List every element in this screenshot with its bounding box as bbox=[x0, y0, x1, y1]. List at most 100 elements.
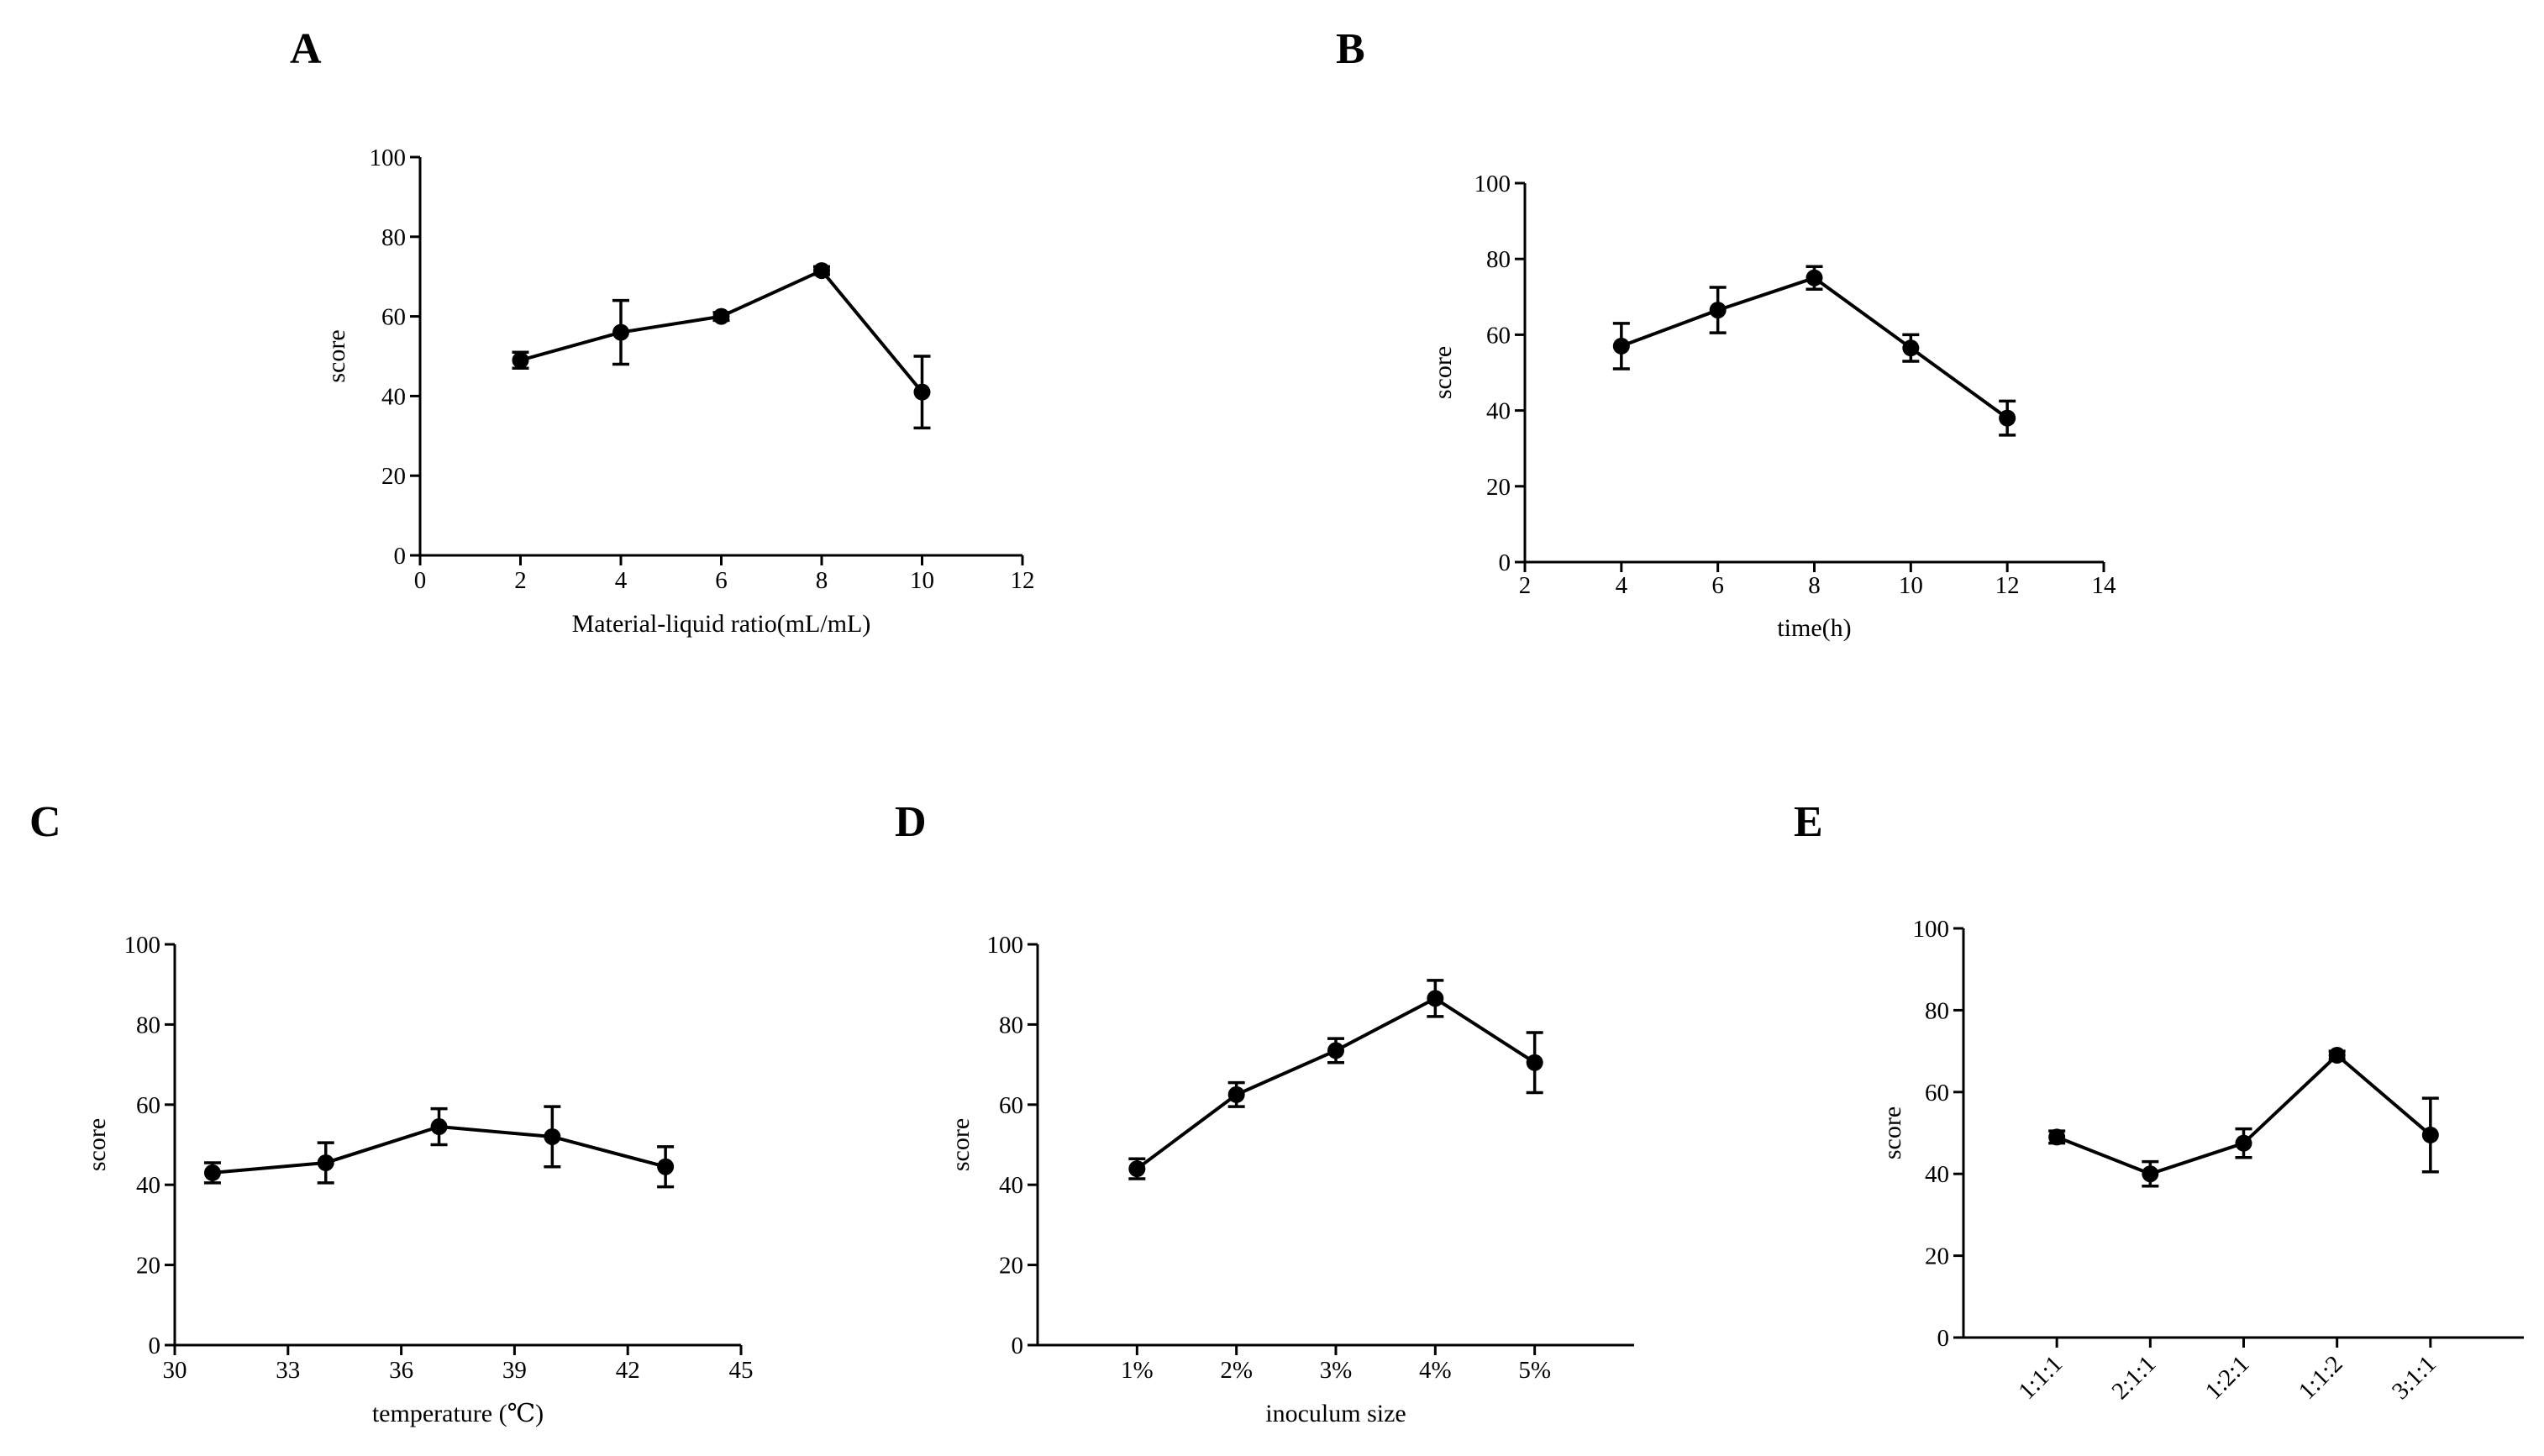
panel-label-a: A bbox=[290, 25, 322, 73]
x-tick-label: 1% bbox=[1121, 1357, 1154, 1384]
y-tick-label: 100 bbox=[1474, 171, 1511, 197]
y-tick-label: 0 bbox=[1499, 549, 1511, 576]
data-point bbox=[1902, 339, 1920, 357]
y-tick-label: 40 bbox=[1486, 398, 1511, 425]
data-point bbox=[512, 351, 529, 369]
y-tick-label: 40 bbox=[1925, 1161, 1949, 1188]
data-point bbox=[2048, 1128, 2066, 1146]
x-tick-label: 2 bbox=[1519, 572, 1532, 599]
x-tick-label: 2% bbox=[1220, 1357, 1253, 1384]
chart-a: 0 20 40 60 80 100 0 2 4 6 8 10 12 Material-liquid rat… bbox=[323, 145, 1035, 638]
x-tick-label: 14 bbox=[2092, 572, 2117, 599]
data-point bbox=[1612, 337, 1630, 355]
data-point bbox=[544, 1127, 561, 1145]
series-line bbox=[1621, 276, 2009, 420]
y-axis-title: score bbox=[1429, 346, 1457, 399]
y-axis-title: score bbox=[83, 1118, 111, 1171]
data-point bbox=[612, 323, 629, 341]
data-point bbox=[1227, 1085, 1245, 1103]
y-tick-label: 40 bbox=[136, 1172, 160, 1199]
x-axis-title: inoculum size bbox=[1265, 1400, 1406, 1427]
y-tick-label: 80 bbox=[999, 1012, 1023, 1038]
y-axis-title: score bbox=[323, 329, 350, 382]
data-point bbox=[1999, 409, 2016, 427]
data-point bbox=[2328, 1046, 2346, 1064]
chart-e: 0 20 40 60 80 100 1:1:1 2:1:1 1:2:1 1:1:2 3:1:1 sco… bbox=[1879, 916, 2524, 1405]
data-point bbox=[317, 1154, 334, 1171]
data-point bbox=[1526, 1054, 1543, 1071]
x-tick-label: 8 bbox=[816, 567, 828, 594]
x-tick-label: 1:1:2 bbox=[2294, 1350, 2348, 1405]
x-tick-label: 2:1:1 bbox=[2106, 1350, 2161, 1405]
x-tick-label: 6 bbox=[715, 567, 728, 594]
y-tick-label: 80 bbox=[1925, 997, 1949, 1024]
x-axis-title: time(h) bbox=[1777, 614, 1851, 642]
y-tick-label: 0 bbox=[1012, 1332, 1024, 1359]
y-tick-label: 40 bbox=[999, 1172, 1023, 1199]
x-tick-label: 1:1:1 bbox=[2013, 1350, 2068, 1405]
series-line bbox=[519, 268, 924, 393]
data-point bbox=[203, 1164, 221, 1181]
chart-c: 0 20 40 60 80 100 30 33 36 39 42 45 temperature (℃) s… bbox=[83, 932, 754, 1427]
panel-label-d: D bbox=[895, 798, 927, 846]
x-tick-label: 3% bbox=[1320, 1357, 1353, 1384]
y-tick-label: 60 bbox=[999, 1092, 1023, 1119]
data-point bbox=[430, 1118, 448, 1136]
y-tick-label: 60 bbox=[136, 1092, 160, 1119]
x-tick-label: 12 bbox=[1011, 567, 1035, 594]
y-tick-label: 100 bbox=[124, 932, 161, 959]
x-axis-title: temperature (℃) bbox=[372, 1400, 544, 1427]
panel-label-c: C bbox=[29, 798, 61, 846]
panel-label-b: B bbox=[1336, 25, 1365, 73]
data-point bbox=[2235, 1134, 2252, 1152]
y-tick-label: 20 bbox=[1486, 474, 1511, 501]
x-tick-label: 42 bbox=[616, 1357, 640, 1384]
data-point bbox=[913, 383, 931, 401]
y-tick-label: 80 bbox=[381, 224, 406, 251]
x-tick-label: 4 bbox=[615, 567, 628, 594]
x-tick-label: 39 bbox=[502, 1357, 527, 1384]
x-axis-title: Material-liquid ratio(mL/mL) bbox=[572, 610, 871, 638]
data-point bbox=[1806, 269, 1823, 286]
x-tick-label: 1:2:1 bbox=[2200, 1350, 2255, 1405]
x-tick-label: 10 bbox=[910, 567, 934, 594]
y-tick-label: 20 bbox=[136, 1253, 160, 1280]
y-axis-title: score bbox=[947, 1118, 975, 1171]
y-tick-label: 80 bbox=[136, 1012, 160, 1038]
data-point bbox=[1709, 302, 1727, 319]
y-tick-label: 60 bbox=[1925, 1080, 1949, 1106]
data-point bbox=[712, 307, 730, 325]
x-tick-label: 4 bbox=[1616, 572, 1628, 599]
data-point bbox=[813, 262, 830, 280]
series-line bbox=[1136, 996, 1536, 1170]
y-tick-label: 0 bbox=[394, 543, 407, 570]
y-tick-label: 40 bbox=[381, 383, 406, 410]
data-point bbox=[2421, 1126, 2439, 1143]
chart-b: 0 20 40 60 80 100 2 4 6 8 10 12 14 time(h) score bbox=[1429, 171, 2116, 642]
x-tick-label: 8 bbox=[1808, 572, 1821, 599]
y-tick-label: 100 bbox=[1913, 916, 1950, 943]
chart-d: 0 20 40 60 80 100 1% 2% 3% 4% 5% inoculum size score bbox=[947, 932, 1634, 1427]
y-tick-label: 100 bbox=[370, 145, 407, 171]
x-tick-label: 10 bbox=[1899, 572, 1923, 599]
y-tick-label: 80 bbox=[1486, 246, 1511, 273]
x-tick-label: 6 bbox=[1711, 572, 1724, 599]
y-tick-label: 0 bbox=[149, 1332, 161, 1359]
x-tick-label: 30 bbox=[163, 1357, 187, 1384]
y-tick-label: 60 bbox=[1486, 322, 1511, 349]
x-tick-label: 45 bbox=[729, 1357, 754, 1384]
y-axis-title: score bbox=[1879, 1106, 1906, 1159]
y-tick-label: 20 bbox=[1925, 1243, 1949, 1270]
x-tick-label: 5% bbox=[1518, 1357, 1551, 1384]
x-tick-label: 2 bbox=[514, 567, 527, 594]
x-tick-label: 33 bbox=[276, 1357, 300, 1384]
data-point bbox=[1327, 1042, 1344, 1059]
y-tick-label: 20 bbox=[999, 1253, 1023, 1280]
y-tick-label: 60 bbox=[381, 304, 406, 331]
x-tick-label: 0 bbox=[414, 567, 427, 594]
data-point bbox=[1427, 990, 1444, 1007]
data-point bbox=[657, 1158, 675, 1175]
data-point bbox=[2142, 1165, 2159, 1183]
x-tick-label: 4% bbox=[1419, 1357, 1452, 1384]
